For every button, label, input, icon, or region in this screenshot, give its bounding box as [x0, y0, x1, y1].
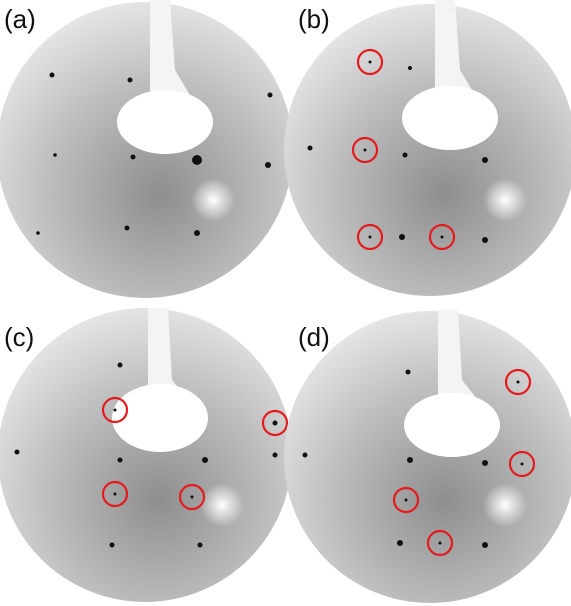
- highlight-ring: [178, 483, 206, 511]
- diffraction-spot: [482, 460, 488, 466]
- diffraction-spot: [438, 541, 442, 545]
- diffraction-spot: [49, 72, 55, 78]
- diffraction-spot: [124, 225, 130, 231]
- diffraction-spot: [117, 457, 123, 463]
- diffraction-spot: [202, 457, 208, 463]
- highlight-ring: [261, 409, 289, 437]
- panel-label: (c): [4, 322, 34, 352]
- diffraction-spot: [265, 162, 271, 168]
- diffraction-spot: [520, 462, 524, 466]
- glow: [483, 483, 527, 527]
- spots: [14, 362, 278, 548]
- blob: [117, 90, 213, 154]
- diffraction-spot: [368, 60, 372, 64]
- diffraction-spot: [404, 498, 408, 502]
- panel-label: (d): [298, 322, 330, 352]
- diffraction-spot: [302, 452, 308, 458]
- blob: [402, 86, 498, 150]
- spots: [302, 369, 524, 548]
- panel-b: (b): [284, 0, 571, 296]
- highlight-ring: [356, 48, 384, 76]
- highlight-ring: [428, 223, 456, 251]
- diffraction-spot: [368, 235, 372, 239]
- diffraction-spot: [194, 230, 200, 236]
- diffraction-spot: [482, 157, 488, 163]
- diffraction-spot: [307, 145, 313, 151]
- highlight-rings: [392, 368, 536, 557]
- diffraction-spot: [53, 153, 57, 157]
- panel-d: (d): [284, 310, 571, 603]
- diffraction-spot: [109, 542, 115, 548]
- diffraction-spot: [190, 495, 194, 499]
- diffraction-spot: [267, 92, 273, 98]
- highlight-ring: [356, 223, 384, 251]
- diffraction-spot: [130, 154, 136, 160]
- pattern-background: [284, 4, 571, 296]
- panel-c: (c): [0, 308, 292, 602]
- diffraction-spot: [440, 235, 444, 239]
- pattern-background: [284, 311, 571, 603]
- diffraction-spot: [117, 362, 123, 368]
- highlight-ring: [101, 480, 129, 508]
- highlight-ring: [508, 450, 536, 478]
- panel-label: (b): [298, 4, 330, 34]
- diffraction-spot: [482, 237, 488, 243]
- diffraction-spot: [272, 452, 278, 458]
- diffraction-spot: [127, 77, 133, 83]
- beam-holder: [150, 0, 190, 95]
- diffraction-spot: [482, 542, 488, 548]
- glow: [191, 178, 235, 222]
- diffraction-spot: [113, 408, 117, 412]
- highlight-ring: [351, 136, 379, 164]
- highlight-rings: [351, 48, 456, 251]
- diffraction-spot: [408, 66, 412, 70]
- highlight-ring: [392, 486, 420, 514]
- highlight-rings: [101, 396, 289, 511]
- panel-a: (a): [0, 0, 293, 298]
- glow: [483, 178, 527, 222]
- spots: [36, 72, 273, 236]
- highlight-ring: [101, 396, 129, 424]
- glow: [200, 483, 244, 527]
- diffraction-spot: [36, 231, 40, 235]
- diffraction-spot: [113, 492, 117, 496]
- blob: [112, 384, 208, 452]
- beam-holder: [438, 310, 478, 400]
- pattern-background: [0, 308, 292, 602]
- diffraction-spot: [192, 155, 202, 165]
- highlight-ring: [426, 529, 454, 557]
- diffraction-spot: [405, 369, 411, 375]
- diffraction-spot: [14, 449, 20, 455]
- diffraction-spot: [407, 457, 413, 463]
- diffraction-spot: [402, 152, 408, 158]
- beam-holder: [148, 308, 188, 400]
- diffraction-spot: [399, 234, 405, 240]
- beam-holder: [435, 0, 475, 95]
- diffraction-spot: [516, 380, 520, 384]
- panel-label: (a): [4, 4, 36, 34]
- diffraction-spot: [197, 542, 203, 548]
- diffraction-spot: [397, 540, 403, 546]
- spots: [307, 60, 488, 243]
- blob: [404, 393, 500, 457]
- highlight-ring: [504, 368, 532, 396]
- diffraction-spot: [272, 420, 278, 426]
- diffraction-spot: [363, 148, 367, 152]
